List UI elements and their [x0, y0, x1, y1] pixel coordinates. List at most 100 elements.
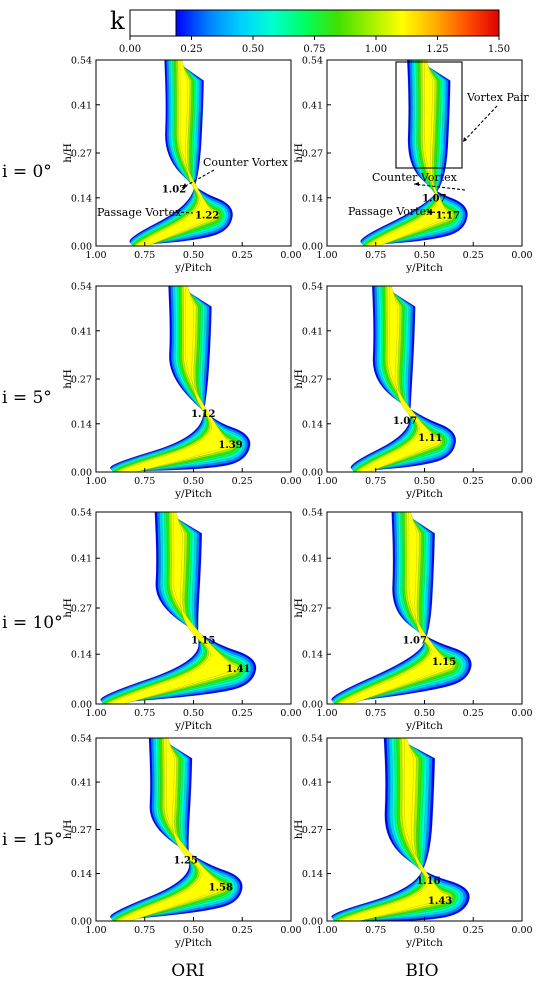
annotation-arrow-counter-ori — [181, 169, 215, 189]
y-tick-label: 0.41 — [71, 100, 92, 111]
contour-value-label: 1.39 — [218, 440, 242, 451]
x-tick-label: 0.50 — [414, 708, 435, 719]
x-tick-label: 0.50 — [183, 476, 204, 487]
contour-value-label: 1.11 — [418, 433, 442, 444]
x-tick-label: 0.50 — [414, 476, 435, 487]
y-tick-label: 0.41 — [71, 554, 92, 565]
y-axis-label: h/H — [62, 598, 74, 617]
contour-value-label: 1.12 — [191, 409, 215, 420]
y-tick-label: 0.14 — [302, 650, 323, 661]
contour-value-label: 1.07 — [403, 636, 427, 647]
row-label-0: i = 0° — [2, 162, 52, 182]
x-tick-label: 1.00 — [316, 250, 337, 261]
y-tick-label: 0.14 — [302, 193, 323, 204]
x-tick-label: 0.75 — [134, 925, 155, 936]
contour-field — [331, 512, 472, 704]
contour-band — [116, 286, 234, 472]
x-tick-label: 0.25 — [463, 925, 484, 936]
x-tick-label: 0.75 — [365, 708, 386, 719]
x-tick-label: 0.25 — [232, 250, 253, 261]
x-tick-label: 0.25 — [232, 925, 253, 936]
y-tick-label: 0.27 — [302, 825, 323, 836]
x-tick-label: 0.50 — [183, 250, 204, 261]
colorbar-gradient — [175, 9, 500, 37]
x-tick-label: 0.25 — [463, 708, 484, 719]
panel-ori-2: 0.540.410.270.140.001.00 0.75 0.50 0.25 0.00… — [62, 508, 302, 733]
y-tick-label: 0.00 — [71, 468, 92, 479]
y-axis-label: h/H — [62, 369, 74, 388]
contour-value-label: 1.17 — [436, 211, 460, 222]
contour-value-label: 1.16 — [416, 876, 440, 887]
annotation-counter-vortex-ori: Counter Vortex — [203, 156, 289, 169]
colorbar-tick-label: 1.00 — [365, 44, 387, 55]
contour-band — [113, 286, 239, 472]
y-tick-label: 0.00 — [71, 700, 92, 711]
x-axis-label: y/Pitch — [405, 262, 443, 274]
contour-field — [350, 286, 457, 472]
y-tick-label: 0.14 — [71, 869, 92, 880]
contour-field — [109, 738, 243, 921]
y-tick-label: 0.00 — [71, 917, 92, 928]
x-tick-label: 0.00 — [280, 925, 301, 936]
y-tick-label: 0.00 — [302, 468, 323, 479]
x-tick-label: 1.00 — [85, 250, 106, 261]
contour-value-label: 1.22 — [195, 211, 219, 222]
contour-band — [337, 512, 454, 704]
panel-bio-3: 0.540.410.270.140.001.00 0.75 0.50 0.25 0.00… — [293, 734, 533, 950]
x-tick-label: 0.75 — [134, 250, 155, 261]
annotation-vortex-pair: Vortex Pair — [466, 91, 529, 104]
contour-value-label: 1.15 — [432, 657, 456, 668]
contour-band — [357, 286, 439, 472]
arrowhead — [463, 137, 467, 142]
contour-band — [134, 60, 218, 246]
y-axis-label: h/H — [62, 143, 74, 162]
y-axis-label: h/H — [62, 820, 74, 839]
vortex-pair-box — [395, 61, 463, 169]
contour-band — [335, 512, 456, 704]
y-tick-label: 0.41 — [71, 326, 92, 337]
y-tick-label: 0.54 — [302, 282, 323, 293]
y-tick-label: 0.54 — [302, 56, 323, 67]
y-tick-label: 0.14 — [302, 869, 323, 880]
x-axis-label: y/Pitch — [174, 262, 212, 274]
colorbar: k 0.00 0.25 0.50 0.75 1.00 1.25 1.50 — [110, 7, 510, 55]
contour-band — [338, 512, 451, 704]
x-tick-label: 0.00 — [280, 250, 301, 261]
x-tick-label: 1.00 — [316, 925, 337, 936]
y-tick-label: 0.41 — [302, 778, 323, 789]
x-tick-label: 0.00 — [280, 708, 301, 719]
x-axis-label: y/Pitch — [405, 720, 443, 732]
contour-value-label: 1.58 — [209, 883, 233, 894]
contour-value-label: 1.07 — [393, 416, 417, 427]
x-tick-label: 0.25 — [232, 476, 253, 487]
colorbar-white-segment — [129, 9, 177, 37]
y-tick-label: 0.54 — [71, 282, 92, 293]
contour-value-label: 1.07 — [422, 193, 446, 204]
y-axis-label: h/H — [293, 143, 305, 162]
x-tick-label: 1.00 — [85, 476, 106, 487]
x-tick-label: 0.00 — [511, 250, 532, 261]
x-tick-label: 0.75 — [365, 476, 386, 487]
contour-value-label: 1.41 — [226, 664, 250, 675]
contour-band — [108, 512, 236, 704]
y-tick-label: 0.27 — [71, 825, 92, 836]
annotation-passage-vortex-bio: Passage Vortex — [348, 205, 433, 218]
y-tick-label: 0.00 — [302, 700, 323, 711]
x-tick-label: 0.75 — [134, 708, 155, 719]
x-axis-label: y/Pitch — [174, 937, 212, 949]
contour-band — [117, 738, 224, 921]
annotation-passage-vortex-ori: Passage Vortex — [97, 206, 182, 219]
colorbar-tick-label: 0.50 — [242, 44, 264, 55]
arrowhead — [414, 182, 419, 186]
y-tick-label: 0.14 — [71, 419, 92, 430]
annotation-arrow-passage-ori — [175, 211, 194, 214]
x-tick-label: 1.00 — [316, 708, 337, 719]
panel-ori-3: 0.540.410.270.140.001.00 0.75 0.50 0.25 0.00… — [62, 734, 302, 950]
panel-bio-0: 0.540.410.270.140.001.00 0.75 0.50 0.25 0.00… — [293, 56, 533, 275]
y-tick-label: 0.14 — [71, 650, 92, 661]
x-tick-label: 0.50 — [414, 250, 435, 261]
y-tick-label: 0.14 — [71, 193, 92, 204]
y-tick-label: 0.27 — [71, 604, 92, 615]
x-tick-label: 0.75 — [134, 476, 155, 487]
